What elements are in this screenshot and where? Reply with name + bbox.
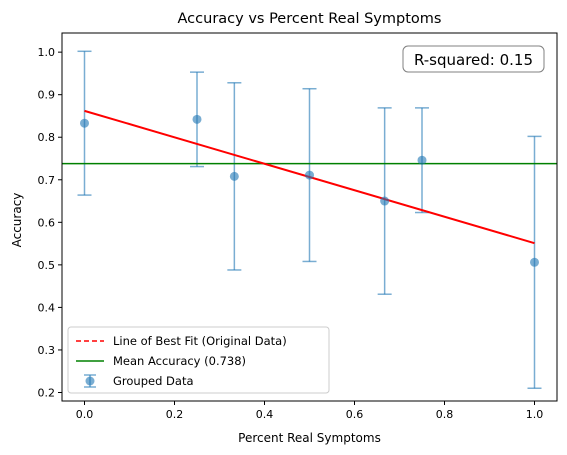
y-tick-label: 0.4	[38, 301, 56, 314]
x-tick-label: 0.8	[436, 408, 454, 421]
chart-title: Accuracy vs Percent Real Symptoms	[178, 11, 442, 27]
data-point	[530, 257, 539, 267]
y-tick-label: 0.9	[38, 89, 56, 102]
y-axis-label: Accuracy	[10, 193, 24, 248]
data-point	[192, 114, 202, 124]
data-point	[305, 170, 314, 180]
legend-label: Mean Accuracy (0.738)	[113, 354, 246, 368]
legend-handle-marker	[85, 376, 95, 386]
legend-label: Grouped Data	[113, 374, 194, 388]
data-point	[380, 196, 390, 206]
x-axis-label: Percent Real Symptoms	[238, 431, 381, 445]
x-tick-label: 0.6	[346, 408, 364, 421]
y-tick-label: 0.6	[38, 216, 56, 229]
x-tick-label: 0.0	[76, 408, 94, 421]
y-tick-label: 0.3	[38, 344, 56, 357]
r-squared-text: R-squared: 0.15	[414, 51, 533, 69]
legend-label: Line of Best Fit (Original Data)	[113, 334, 287, 348]
data-point	[417, 155, 427, 165]
r-squared-annotation: R-squared: 0.15	[402, 45, 545, 73]
y-tick-label: 0.7	[38, 174, 56, 187]
y-tick-label: 0.2	[38, 386, 56, 399]
legend: Line of Best Fit (Original Data) Mean Acc…	[67, 326, 330, 394]
x-tick-label: 0.4	[256, 408, 274, 421]
plot-layer	[62, 50, 557, 389]
x-tick-label: 0.2	[166, 408, 184, 421]
y-tick-label: 1.0	[38, 46, 56, 59]
data-point	[80, 118, 89, 128]
legend-box	[67, 326, 330, 394]
data-point	[229, 171, 239, 181]
axes-layer: 0.0 0.2 0.4 0.6 0.8 1.0 0.2 0.3 0.4 0.5 0.6 0.7 0.8 0…	[38, 32, 558, 421]
y-tick-label: 0.8	[38, 131, 56, 144]
y-tick-label: 0.5	[38, 259, 56, 272]
x-tick-label: 1.0	[526, 408, 544, 421]
plot-frame	[61, 32, 558, 402]
